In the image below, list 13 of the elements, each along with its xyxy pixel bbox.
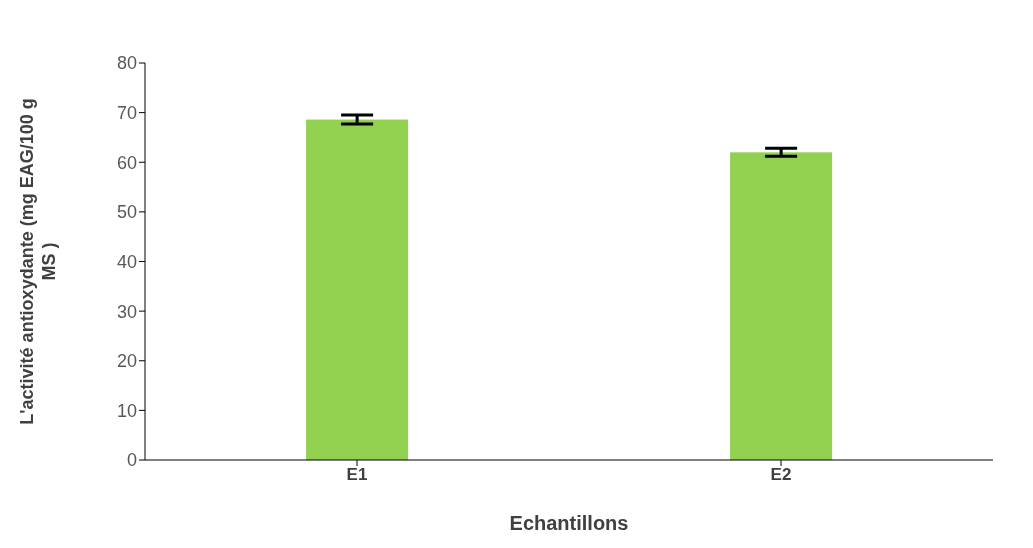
y-tick-label: 80 [116,53,137,74]
y-tick-label: 30 [116,301,137,322]
y-tick-label: 50 [116,202,137,223]
y-tick-label: 60 [116,152,137,173]
y-tick-label: 40 [116,251,137,272]
y-tick-label: 70 [116,103,137,124]
y-tick-label: 20 [116,351,137,372]
y-tick-label: 10 [116,400,137,421]
y-tick-label: 0 [126,450,137,471]
y-axis-title: L'activité antioxydante (mg EAG/100 g MS ) [17,98,59,425]
x-tick-label: E1 [346,465,368,485]
x-axis-title: Echantillons [509,512,629,534]
x-tick-label: E2 [770,465,792,485]
